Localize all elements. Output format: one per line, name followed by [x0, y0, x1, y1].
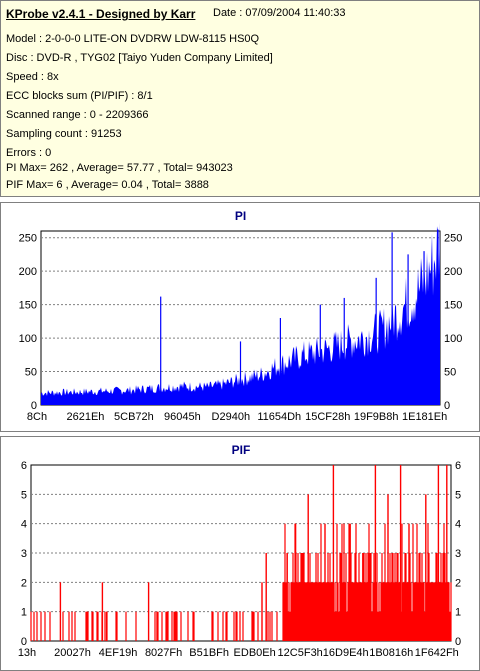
ecc-line: ECC blocks sum (PI/PIF) : 8/1 — [6, 90, 153, 102]
pif-x-tick: 12C5F3h — [278, 647, 323, 659]
pi-x-tick: 1E181Eh — [402, 411, 447, 423]
pi-x-tick: 19F9B8h — [354, 411, 399, 423]
pif-y-tick-left: 6 — [21, 460, 27, 472]
pif-x-tick: 1F642Fh — [415, 647, 459, 659]
pi-y-tick-left: 50 — [25, 367, 37, 379]
pif-x-tick: 4EF19h — [99, 647, 138, 659]
pif-y-tick-right: 6 — [455, 460, 461, 472]
pi-x-tick: 11654Dh — [257, 411, 301, 423]
pif-chart: PIF 0 0 1 1 2 2 3 3 4 4 5 5 6 6 13h 20027h 4EF19h 8027Fh B5… — [18, 443, 461, 659]
pif-y-tick-right: 3 — [455, 548, 461, 560]
pi-y-tick-right: 250 — [444, 233, 462, 245]
pif-y-tick-right: 0 — [455, 636, 461, 648]
pif-x-tick: EDB0Eh — [234, 647, 276, 659]
pi-y-tick-left: 250 — [19, 233, 37, 245]
pif-y-tick-left: 4 — [21, 519, 27, 531]
pi-x-tick: 8Ch — [27, 411, 47, 423]
pif-chart-title: PIF — [232, 443, 251, 457]
pi-y-tick-left: 200 — [19, 266, 37, 278]
pi-x-tick: 15CF28h — [305, 411, 350, 423]
pi-x-tick: 2621Eh — [66, 411, 104, 423]
pi-y-tick-left: 150 — [19, 300, 37, 312]
pif-y-tick-left: 5 — [21, 489, 27, 501]
pi-y-tick-left: 0 — [31, 400, 37, 412]
disc-line: Disc : DVD-R , TYG02 [Taiyo Yuden Compan… — [6, 52, 273, 64]
pif-x-tick: 16D9E4h — [323, 647, 369, 659]
pi-y-tick-right: 100 — [444, 333, 462, 345]
pi-y-tick-right: 50 — [444, 367, 456, 379]
pi-y-tick-right: 150 — [444, 300, 462, 312]
scanned-range-line: Scanned range : 0 - 2209366 — [6, 109, 149, 121]
sampling-count-line: Sampling count : 91253 — [6, 128, 122, 140]
scan-date: Date : 07/09/2004 11:40:33 — [213, 7, 346, 19]
pi-chart: PI 0 0 50 50 100 100 150 150 200 200 250 250 8Ch 2621E… — [19, 209, 463, 423]
pif-stats-line: PIF Max= 6 , Average= 0.04 , Total= 3888 — [6, 179, 209, 191]
pif-x-tick: 13h — [18, 647, 36, 659]
pif-y-tick-left: 1 — [21, 607, 27, 619]
pif-y-tick-left: 0 — [21, 636, 27, 648]
model-line: Model : 2-0-0-0 LITE-ON DVDRW LDW-8115 H… — [6, 33, 260, 45]
pif-y-tick-right: 2 — [455, 577, 461, 589]
pi-y-tick-left: 100 — [19, 333, 37, 345]
pif-x-tick: B51BFh — [189, 647, 229, 659]
pi-y-tick-right: 200 — [444, 266, 462, 278]
speed-line: Speed : 8x — [6, 71, 59, 83]
pi-bars — [41, 222, 440, 405]
pi-x-tick: 96045h — [164, 411, 201, 423]
pif-y-tick-left: 2 — [21, 577, 27, 589]
pif-x-tick: 1B0816h — [369, 647, 413, 659]
pif-x-tick: 8027Fh — [145, 647, 182, 659]
pif-y-tick-right: 1 — [455, 607, 461, 619]
pif-y-tick-right: 5 — [455, 489, 461, 501]
pif-y-tick-right: 4 — [455, 519, 461, 531]
errors-line: Errors : 0 — [6, 147, 52, 159]
pi-stats-line: PI Max= 262 , Average= 57.77 , Total= 94… — [6, 162, 233, 174]
pif-chart-panel: PIF 0 0 1 1 2 2 3 3 4 4 5 5 6 6 13h 20027h 4EF19h 8027Fh B5… — [0, 436, 480, 671]
pif-x-tick: 20027h — [54, 647, 91, 659]
info-panel: KProbe v2.4.1 - Designed by Karr Date : … — [0, 0, 480, 197]
pi-chart-title: PI — [235, 209, 246, 223]
pif-y-tick-left: 3 — [21, 548, 27, 560]
pi-x-tick: D2940h — [212, 411, 251, 423]
app-title: KProbe v2.4.1 - Designed by Karr — [6, 7, 196, 21]
pi-chart-panel: PI 0 0 50 50 100 100 150 150 200 200 250 250 8Ch 2621E… — [0, 202, 480, 432]
pi-x-tick: 5CB72h — [114, 411, 154, 423]
pi-y-tick-right: 0 — [444, 400, 450, 412]
